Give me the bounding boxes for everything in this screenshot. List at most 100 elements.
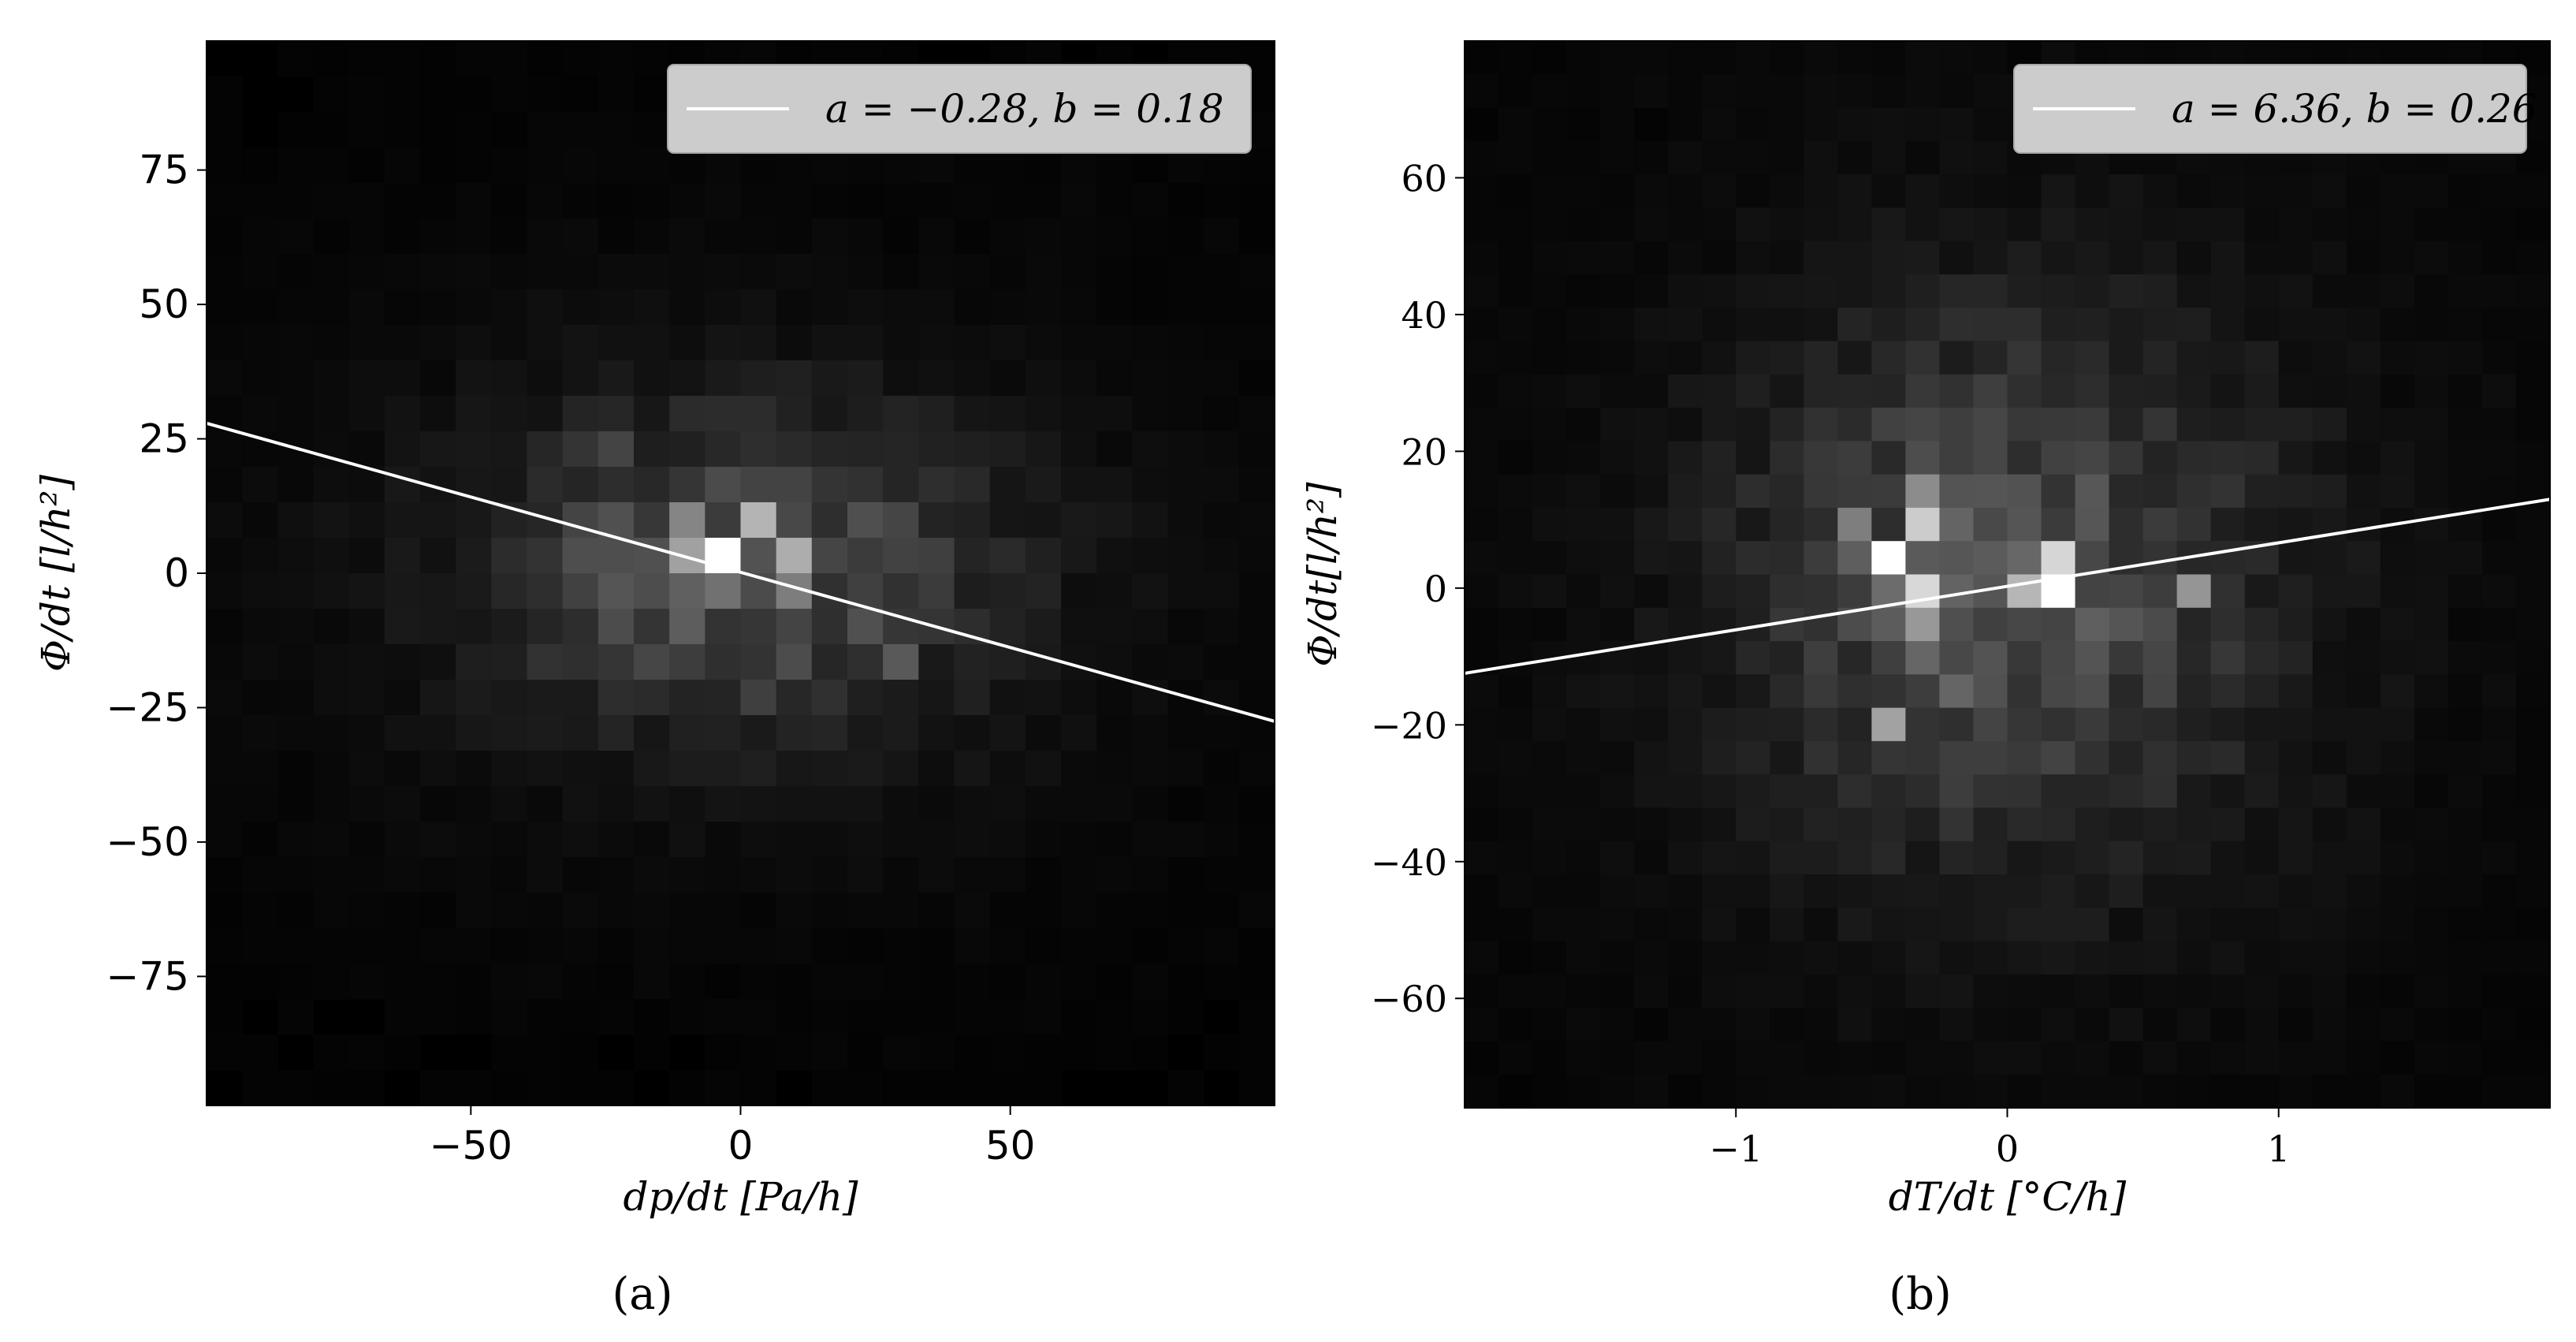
heatmap-cell (313, 1034, 350, 1071)
heatmap-cell (1203, 183, 1240, 219)
heatmap-cell (2278, 807, 2314, 842)
heatmap-cell (918, 218, 955, 255)
heatmap-cell (2278, 974, 2314, 1008)
heatmap-cell (1702, 240, 1737, 275)
heatmap-cell (2007, 774, 2042, 809)
heatmap-cell (918, 786, 955, 822)
heatmap-cell (705, 1034, 742, 1071)
heatmap-cell (456, 112, 492, 148)
heatmap-cell (669, 928, 705, 964)
heatmap-cell (420, 928, 456, 964)
heatmap-cell (1702, 507, 1737, 542)
heatmap-cell (1702, 107, 1737, 142)
heatmap-cell (1668, 908, 1703, 942)
heatmap-cell (1702, 308, 1737, 342)
heatmap-cell (918, 999, 955, 1035)
y-tick-label: −25 (106, 684, 189, 730)
heatmap-cell (1238, 822, 1275, 858)
heatmap-cell (1132, 396, 1169, 432)
heatmap-cell (989, 786, 1026, 822)
heatmap-cell (2380, 807, 2415, 842)
heatmap-cell (2075, 740, 2110, 775)
heatmap-cell (1465, 474, 1499, 509)
heatmap-cell (989, 751, 1026, 787)
heatmap-cell (1167, 751, 1204, 787)
heatmap-cell (1770, 341, 1804, 375)
heatmap-cell (597, 396, 635, 432)
heatmap-cell (1939, 274, 1975, 308)
heatmap-cell (242, 183, 278, 219)
heatmap-cell (1702, 374, 1737, 408)
heatmap-cell (2210, 308, 2246, 342)
heatmap-cell (1702, 607, 1737, 642)
heatmap-cell (2312, 408, 2347, 442)
heatmap-cell (1770, 441, 1804, 475)
heatmap-cell (1804, 774, 1838, 809)
heatmap-cell (1668, 740, 1703, 775)
heatmap-cell (2346, 174, 2381, 209)
heatmap-cell (2380, 774, 2415, 809)
heatmap-cell (491, 41, 528, 77)
heatmap-cell (1804, 1074, 1838, 1109)
heatmap-cell (1061, 325, 1097, 361)
heatmap-cell (348, 147, 385, 184)
heatmap-cell (313, 147, 350, 184)
heatmap-cell (562, 76, 599, 113)
heatmap-cell (2380, 308, 2415, 342)
heatmap-cell (2278, 174, 2314, 209)
heatmap-cell (1939, 874, 1975, 908)
heatmap-cell (1025, 857, 1062, 893)
heatmap-cell (918, 893, 955, 929)
heatmap-cell (1837, 240, 1872, 275)
heatmap-cell (1566, 474, 1601, 509)
heatmap-cell (1905, 740, 1941, 775)
heatmap-cell (2075, 774, 2110, 809)
heatmap-cell (1939, 974, 1975, 1008)
heatmap-cell (1167, 360, 1204, 397)
heatmap-cell (562, 538, 599, 574)
heatmap-cell (491, 467, 528, 503)
heatmap-cell (2244, 240, 2280, 275)
heatmap-cell (2448, 941, 2483, 975)
heatmap-cell (562, 751, 599, 787)
heatmap-cell (954, 644, 991, 680)
heatmap-cell (1770, 974, 1804, 1008)
heatmap-cell (1668, 807, 1703, 842)
heatmap-cell (883, 822, 919, 858)
heatmap-cell (1668, 174, 1703, 209)
heatmap-cell (2278, 240, 2314, 275)
heatmap-cell (420, 1070, 456, 1106)
heatmap-cell (597, 289, 635, 326)
heatmap-cell (527, 41, 564, 77)
heatmap-cell (1634, 507, 1669, 542)
heatmap-cell (2244, 908, 2280, 942)
heatmap-cell (2142, 240, 2178, 275)
heatmap-cell (918, 751, 955, 787)
heatmap-cell (1736, 207, 1770, 242)
heatmap-cell (1566, 807, 1601, 842)
heatmap-cell (1167, 254, 1204, 290)
heatmap-cell (740, 644, 777, 680)
heatmap-cell (634, 396, 670, 432)
heatmap-cell (1871, 341, 1907, 375)
heatmap-cell (597, 680, 635, 716)
heatmap-cell (2380, 474, 2415, 509)
heatmap-cell (1736, 874, 1770, 908)
heatmap-cell (242, 715, 278, 751)
heatmap-cell (562, 609, 599, 645)
heatmap-cell (384, 609, 421, 645)
heatmap-cell (954, 289, 991, 326)
heatmap-cell (313, 112, 350, 148)
heatmap-cell (1465, 507, 1499, 542)
heatmap-cell (1203, 254, 1240, 290)
heatmap-cell (277, 112, 315, 148)
heatmap-cell (1702, 908, 1737, 942)
heatmap-cell (2109, 507, 2144, 542)
heatmap-cell (562, 573, 599, 609)
heatmap-cell (1973, 507, 2008, 542)
heatmap-cell (1668, 374, 1703, 408)
heatmap-cell (420, 218, 456, 255)
heatmap-cell (1939, 474, 1975, 509)
heatmap-cell (2346, 374, 2381, 408)
